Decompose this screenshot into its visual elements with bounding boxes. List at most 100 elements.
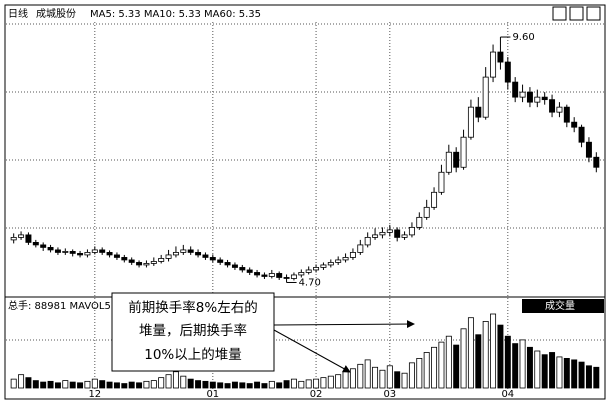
candle-body <box>379 231 386 236</box>
volume-button[interactable]: 成交量 <box>545 299 575 312</box>
candle-body <box>585 141 592 158</box>
volume-bar <box>556 356 563 389</box>
volume-bar <box>585 365 592 389</box>
candle-body <box>534 96 541 103</box>
x-tick-label: 01 <box>206 389 219 400</box>
annotation-line: 前期换手率8%左右的 <box>128 299 257 316</box>
volume-bar <box>224 383 231 389</box>
candle-body <box>172 252 179 256</box>
candle-body <box>416 216 423 228</box>
volume-bar <box>438 341 445 389</box>
volume-bar <box>172 371 179 389</box>
volume-bar <box>408 362 415 389</box>
candle-body <box>99 249 106 253</box>
candle-body <box>217 259 224 263</box>
candle-body <box>10 236 17 241</box>
volume-bar <box>158 377 165 389</box>
candle-body <box>320 264 327 268</box>
volume-bar <box>69 381 76 389</box>
candle-body <box>342 257 349 261</box>
candle-body <box>423 206 430 218</box>
volume-bar <box>490 313 497 389</box>
volume-bar <box>62 380 69 389</box>
volume-bar <box>202 380 209 389</box>
volume-bar <box>445 335 452 389</box>
volume-bar <box>512 343 519 389</box>
candle-body <box>475 106 482 118</box>
icon[interactable] <box>552 6 567 21</box>
min-label: 4.70 <box>299 277 321 288</box>
volume-button-bg[interactable] <box>522 299 604 313</box>
candle-body <box>497 51 504 63</box>
candle-body <box>453 151 460 168</box>
volume-bar <box>195 380 202 389</box>
x-tick-label: 02 <box>310 389 323 400</box>
volume-bar <box>364 359 371 389</box>
candle-body <box>357 244 364 253</box>
arrow <box>273 320 415 329</box>
volume-bar <box>342 371 349 389</box>
volume-bar <box>467 317 474 389</box>
candle-body <box>327 262 334 266</box>
icon[interactable] <box>569 6 584 21</box>
candle-body <box>158 258 165 262</box>
candle-body <box>25 234 32 243</box>
window-icons[interactable] <box>552 6 601 21</box>
volume-header: 总手: 88981 MAVOL5: 13 <box>8 299 130 312</box>
volume-bar <box>77 382 84 389</box>
annotation-line: 堆量，后期换手率 <box>139 322 247 339</box>
candle-body <box>283 277 290 279</box>
annotation-line: 10%以上的堆量 <box>144 347 242 363</box>
volume-bar <box>401 372 408 389</box>
candle-body <box>54 249 61 253</box>
volume-bar <box>143 380 150 389</box>
candle-body <box>460 136 467 168</box>
annotation: 前期换手率8%左右的 堆量，后期换手率 10%以上的堆量 <box>111 292 415 373</box>
volume-bar <box>482 320 489 389</box>
volume-bar <box>165 374 172 389</box>
volume-bar <box>290 378 297 389</box>
volume-bar <box>416 357 423 389</box>
volume-bar <box>475 334 482 389</box>
candle-body <box>91 249 98 253</box>
volume-bar <box>379 369 386 389</box>
candle-body <box>268 273 275 277</box>
volume-bar <box>372 366 379 389</box>
volume-bar <box>91 378 98 389</box>
volume-bar <box>394 371 401 389</box>
candle-body <box>438 171 445 193</box>
volume-bar <box>99 380 106 389</box>
volume-bar <box>113 382 120 389</box>
volume-bar <box>231 381 238 389</box>
candle-body <box>290 274 297 279</box>
candle-body <box>490 51 497 78</box>
volume-bar <box>460 328 467 389</box>
volume-bar <box>423 352 430 389</box>
candle-body <box>364 236 371 246</box>
volume-bar <box>54 382 61 389</box>
icon[interactable] <box>586 6 601 21</box>
volume-bar <box>526 346 533 389</box>
volume-bar <box>217 382 224 389</box>
volume-bar <box>209 381 216 389</box>
candle-body <box>541 96 548 101</box>
volume-bar <box>261 383 268 389</box>
candle-body <box>261 274 268 277</box>
volume-bar <box>519 339 526 389</box>
volume-bar <box>298 380 305 389</box>
candle-body <box>106 252 113 256</box>
volume-bar <box>313 378 320 389</box>
candle-body <box>408 226 415 236</box>
candle-body <box>549 99 556 113</box>
candle-body <box>578 126 585 143</box>
candle-body <box>246 269 253 273</box>
volume-bar <box>541 354 548 389</box>
volume-bar <box>335 374 342 389</box>
volume-bar <box>276 382 283 389</box>
candle-body <box>231 264 238 268</box>
volume-bar <box>320 377 327 389</box>
candle-body <box>84 252 91 256</box>
volume-bar <box>453 344 460 389</box>
x-tick-label: 12 <box>88 389 101 400</box>
